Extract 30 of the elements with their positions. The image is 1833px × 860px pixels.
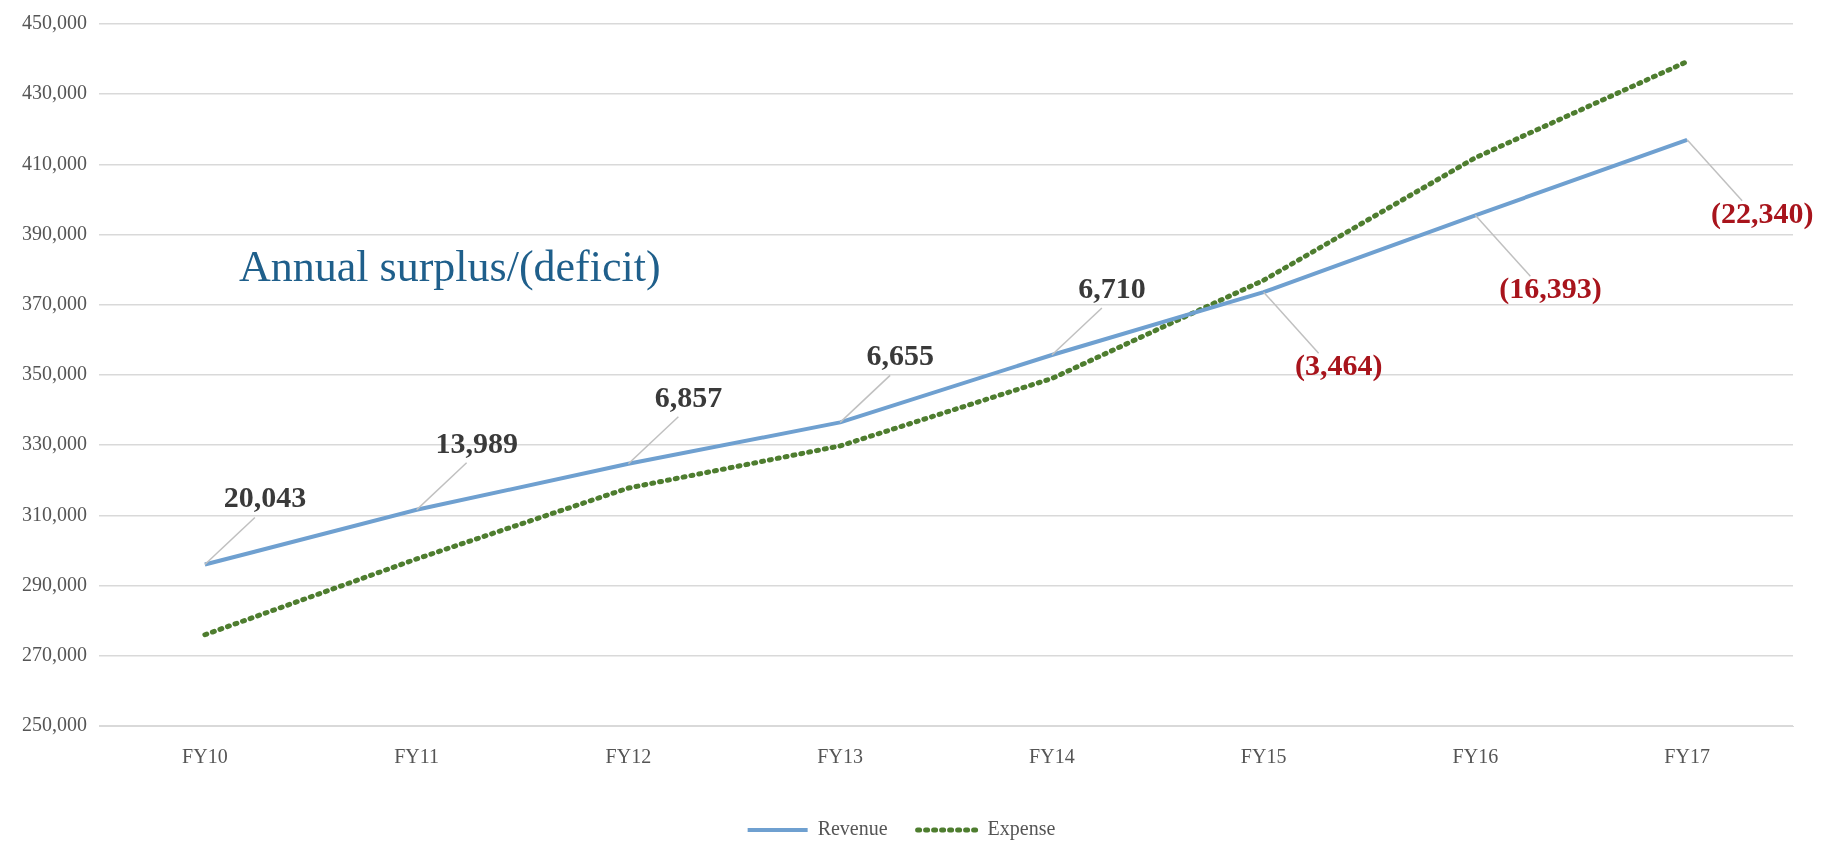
- x-tick-label: FY15: [1240, 745, 1287, 768]
- y-tick-label: 430,000: [22, 81, 87, 104]
- y-tick-label: 370,000: [22, 292, 87, 315]
- y-tick-label: 330,000: [22, 432, 87, 455]
- x-tick-label: FY12: [605, 745, 652, 768]
- annotation: 20,043: [223, 480, 307, 514]
- annotation: 6,857: [654, 379, 723, 413]
- y-tick-label: 310,000: [22, 502, 87, 525]
- annotation: 6,710: [1078, 270, 1146, 304]
- legend-label: Expense: [987, 817, 1056, 841]
- y-tick-label: 450,000: [22, 11, 87, 34]
- text: Annual surplus/(deficit): [239, 242, 661, 292]
- y-tick-label: 290,000: [22, 572, 87, 595]
- annotation: (3,464): [1294, 347, 1383, 382]
- annotation: (22,340): [1710, 195, 1814, 230]
- x-tick-label: FY10: [182, 745, 228, 768]
- y-tick-label: 270,000: [22, 643, 87, 666]
- x-tick-label: FY13: [817, 745, 863, 768]
- annotation: 13,989: [435, 425, 518, 459]
- annotation: (16,393): [1499, 271, 1602, 306]
- annotation: 6,655: [866, 338, 934, 372]
- y-tick-label: 350,000: [22, 362, 87, 385]
- y-tick-label: 250,000: [22, 713, 87, 736]
- y-tick-label: 410,000: [22, 151, 87, 174]
- x-tick-label: FY11: [394, 745, 440, 768]
- x-tick-label: FY14: [1029, 745, 1075, 768]
- y-tick-label: 390,000: [22, 221, 87, 244]
- x-tick-label: FY17: [1664, 745, 1710, 768]
- x-tick-label: FY16: [1452, 745, 1499, 768]
- legend-label: Revenue: [817, 817, 888, 840]
